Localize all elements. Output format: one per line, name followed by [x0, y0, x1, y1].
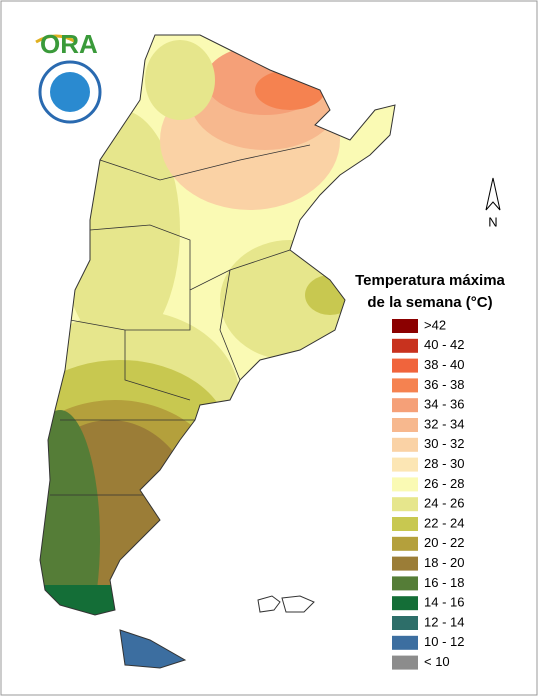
legend-swatch	[392, 338, 418, 353]
province-border	[219, 269, 241, 381]
legend-swatch	[392, 358, 418, 373]
legend-label: 28 - 30	[424, 456, 464, 471]
legend-swatch	[392, 398, 418, 413]
legend-label: 36 - 38	[424, 377, 464, 392]
legend-swatch	[392, 378, 418, 393]
legend-swatch	[392, 418, 418, 432]
country-outline	[39, 34, 396, 616]
legend-title: de la semana (°C)	[367, 294, 492, 311]
province-border	[69, 249, 291, 331]
legend-label: 16 - 18	[424, 575, 464, 590]
province-border	[89, 224, 191, 290]
legend-label: 26 - 28	[424, 476, 464, 491]
legend-label: 20 - 22	[424, 535, 464, 550]
seal-center	[50, 72, 90, 112]
legend-label: 38 - 40	[424, 357, 464, 372]
legend-swatch	[392, 655, 418, 670]
legend-label: 24 - 26	[424, 496, 464, 511]
legend-swatch	[392, 477, 418, 492]
legend-swatch	[392, 556, 418, 571]
legend-label: >42	[424, 317, 446, 332]
north-arrow: N	[485, 177, 501, 229]
tierra-del-fuego-outline	[119, 629, 187, 669]
legend-swatch	[392, 319, 418, 333]
legend-label: 30 - 32	[424, 436, 464, 451]
logo-text: ORA	[40, 29, 98, 59]
province-border	[124, 330, 191, 401]
legend-label: < 10	[424, 654, 450, 669]
legend-swatch	[392, 497, 418, 512]
legend-label: 40 - 42	[424, 337, 464, 352]
legend-label: 14 - 16	[424, 595, 464, 610]
legend-label: 22 - 24	[424, 515, 464, 530]
legend-swatch	[392, 536, 418, 551]
province-border	[99, 144, 311, 181]
legend-swatch	[392, 576, 418, 591]
zone	[145, 40, 215, 120]
legend-title: Temperatura máxima	[355, 272, 505, 289]
north-label: N	[488, 214, 497, 229]
legend-label: 12 - 14	[424, 614, 464, 629]
legend-swatch	[392, 457, 418, 472]
legend-swatch	[392, 437, 418, 452]
legend-swatch	[392, 635, 418, 650]
legend-swatch	[392, 596, 418, 611]
malvinas-islands	[257, 595, 315, 613]
legend-label: 18 - 20	[424, 555, 464, 570]
north-arrow-shape	[485, 177, 501, 211]
legend-label: 10 - 12	[424, 634, 464, 649]
legend: Temperatura máxima de la semana (°C) >42 40…	[355, 272, 506, 670]
legend-swatch	[392, 616, 418, 630]
legend-label: 34 - 36	[424, 397, 464, 412]
ora-logo: ORA	[35, 29, 98, 59]
legend-label: 32 - 34	[424, 416, 464, 431]
logo-arc	[35, 34, 77, 44]
legend-swatch	[392, 517, 418, 531]
institution-seal	[38, 60, 102, 124]
